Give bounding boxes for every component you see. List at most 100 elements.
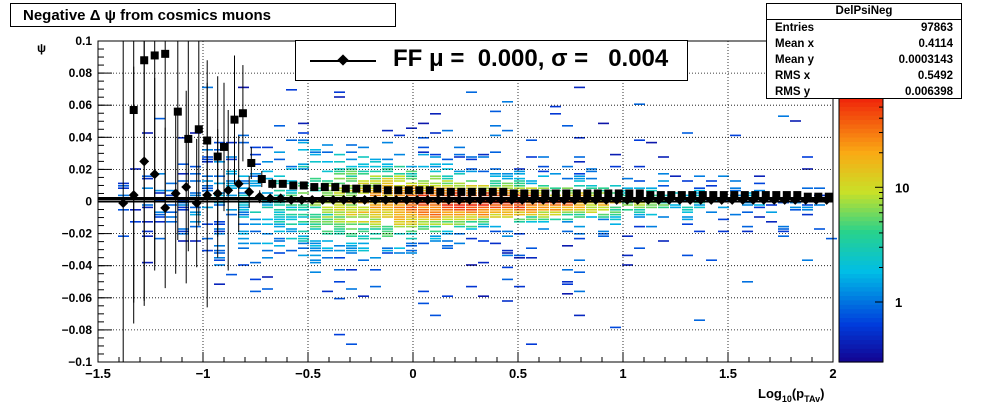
diamond-point <box>800 194 811 205</box>
diamond-point <box>622 194 633 205</box>
square-point <box>520 189 529 198</box>
diamond-point <box>496 194 507 205</box>
diamond-point <box>160 202 171 213</box>
legend-label: FF μ = 0.000, σ = 0.004 <box>393 45 669 72</box>
x-tick-label: 1 <box>619 366 626 381</box>
square-point <box>499 187 508 196</box>
square-point <box>635 189 644 198</box>
square-point <box>373 184 382 193</box>
square-point <box>604 189 613 198</box>
diamond-point <box>391 194 402 205</box>
square-point <box>625 189 634 198</box>
diamond-point <box>632 194 643 205</box>
y-tick-label: 0.04 <box>69 130 93 144</box>
profile-diamonds <box>118 41 832 362</box>
square-point <box>478 187 487 196</box>
y-axis-ticks: −0.1 −0.08 −0.06 −0.04 −0.02 0 0.02 0.04 0.06 0.0… <box>62 34 112 369</box>
square-point <box>782 191 791 200</box>
square-point <box>541 189 550 198</box>
stats-row-rms-x: RMS x 0.5492 <box>775 70 953 82</box>
y-tick-label: −0.08 <box>62 323 93 337</box>
diamond-point <box>380 194 391 205</box>
square-point <box>614 189 623 198</box>
diamond-point <box>349 194 360 205</box>
square-point <box>530 189 539 198</box>
square-point <box>436 187 445 196</box>
square-point <box>404 186 413 195</box>
square-point <box>394 186 403 195</box>
diamond-point <box>181 182 192 193</box>
square-point <box>698 191 707 200</box>
square-point <box>572 189 581 198</box>
diamond-point <box>758 194 769 205</box>
diamond-point <box>727 194 738 205</box>
diamond-point <box>538 194 549 205</box>
diamond-point <box>506 194 517 205</box>
diamond-point <box>118 198 129 209</box>
diamond-point <box>748 194 759 205</box>
diamond-point <box>569 194 580 205</box>
diamond-point <box>359 194 370 205</box>
y-tick-label: 0.02 <box>69 162 93 176</box>
x-tick-label: 2 <box>829 366 836 381</box>
diamond-point <box>664 194 675 205</box>
square-point <box>467 187 476 196</box>
square-point <box>184 134 193 143</box>
diamond-point <box>191 198 202 209</box>
diamond-point <box>233 178 244 189</box>
square-point <box>751 191 760 200</box>
diamond-point <box>401 194 412 205</box>
square-point <box>362 184 371 193</box>
diamond-point <box>317 194 328 205</box>
x-tick-label: −1 <box>196 366 211 381</box>
diamond-point <box>580 194 591 205</box>
square-point <box>761 191 770 200</box>
diamond-point <box>559 194 570 205</box>
square-point <box>299 181 308 190</box>
x-tick-label: 0 <box>409 366 416 381</box>
square-point <box>268 179 277 188</box>
x-tick-label: −1.5 <box>85 366 111 381</box>
legend-marker <box>337 54 349 66</box>
square-point <box>551 189 560 198</box>
square-point <box>488 187 497 196</box>
diamond-point <box>296 194 307 205</box>
stats-title: DelPsiNeg <box>767 4 961 20</box>
square-point <box>238 109 247 118</box>
stats-row-rms-y: RMS y 0.006398 <box>775 86 953 98</box>
stats-box: DelPsiNeg Entries 97863 Mean x 0.4114 Mean… <box>766 3 962 99</box>
diamond-point <box>128 190 139 201</box>
diamond-point <box>769 194 780 205</box>
diamond-point <box>790 194 801 205</box>
square-point <box>161 49 170 58</box>
diamond-point <box>706 194 717 205</box>
diamond-point <box>433 194 444 205</box>
diamond-point <box>821 194 832 205</box>
diamond-point <box>370 194 381 205</box>
stats-row-entries: Entries 97863 <box>775 22 953 34</box>
y-tick-label: 0.1 <box>75 34 92 48</box>
x-axis-label: Log10(pTAv) <box>758 386 824 404</box>
diamond-point <box>212 188 223 199</box>
diamond-point <box>286 194 297 205</box>
square-point <box>457 187 466 196</box>
square-point <box>730 191 739 200</box>
square-point <box>310 183 319 192</box>
y-tick-label: −0.1 <box>68 355 92 369</box>
square-point <box>793 191 802 200</box>
diamond-point <box>275 193 286 204</box>
square-point <box>646 191 655 200</box>
diamond-point <box>422 194 433 205</box>
y-tick-label: 0 <box>85 195 92 209</box>
diamond-point <box>643 194 654 205</box>
square-point <box>562 189 571 198</box>
square-point <box>509 189 518 198</box>
square-point <box>278 179 287 188</box>
x-axis-ticks: −1.5 −1 −0.5 0 0.5 1 1.5 2 <box>85 352 837 381</box>
square-point <box>814 192 823 201</box>
square-point <box>415 186 424 195</box>
square-point <box>257 175 266 184</box>
diamond-point <box>149 169 160 180</box>
legend: FF μ = 0.000, σ = 0.004 <box>295 40 688 81</box>
diamond-point <box>475 194 486 205</box>
